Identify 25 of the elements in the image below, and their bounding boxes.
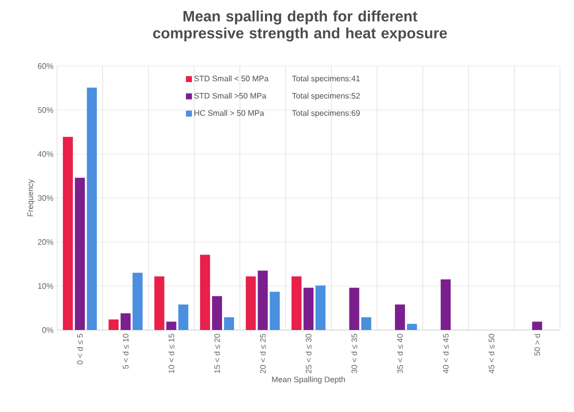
- bar: [361, 317, 372, 330]
- bar: [406, 324, 417, 330]
- bar: [108, 319, 119, 330]
- bar: [200, 254, 210, 330]
- bar: [394, 304, 405, 330]
- bar: [212, 296, 222, 330]
- bar: [270, 292, 280, 330]
- bar: [224, 317, 234, 330]
- bar: [246, 276, 256, 330]
- bar: [132, 272, 143, 330]
- bar: [292, 276, 302, 330]
- bar: [440, 279, 451, 330]
- bar: [166, 322, 176, 330]
- bar: [258, 270, 268, 330]
- bar: [178, 304, 188, 330]
- bar: [315, 286, 326, 330]
- bar: [304, 288, 314, 330]
- bar: [154, 276, 164, 330]
- chart-title: Mean spalling depth for different compressive strength and heat exposure: [153, 10, 447, 42]
- bar: [349, 288, 360, 330]
- bar: [74, 178, 85, 330]
- bar: [62, 136, 73, 330]
- bar: [86, 88, 97, 330]
- bar: [532, 322, 542, 330]
- bar: [120, 313, 131, 330]
